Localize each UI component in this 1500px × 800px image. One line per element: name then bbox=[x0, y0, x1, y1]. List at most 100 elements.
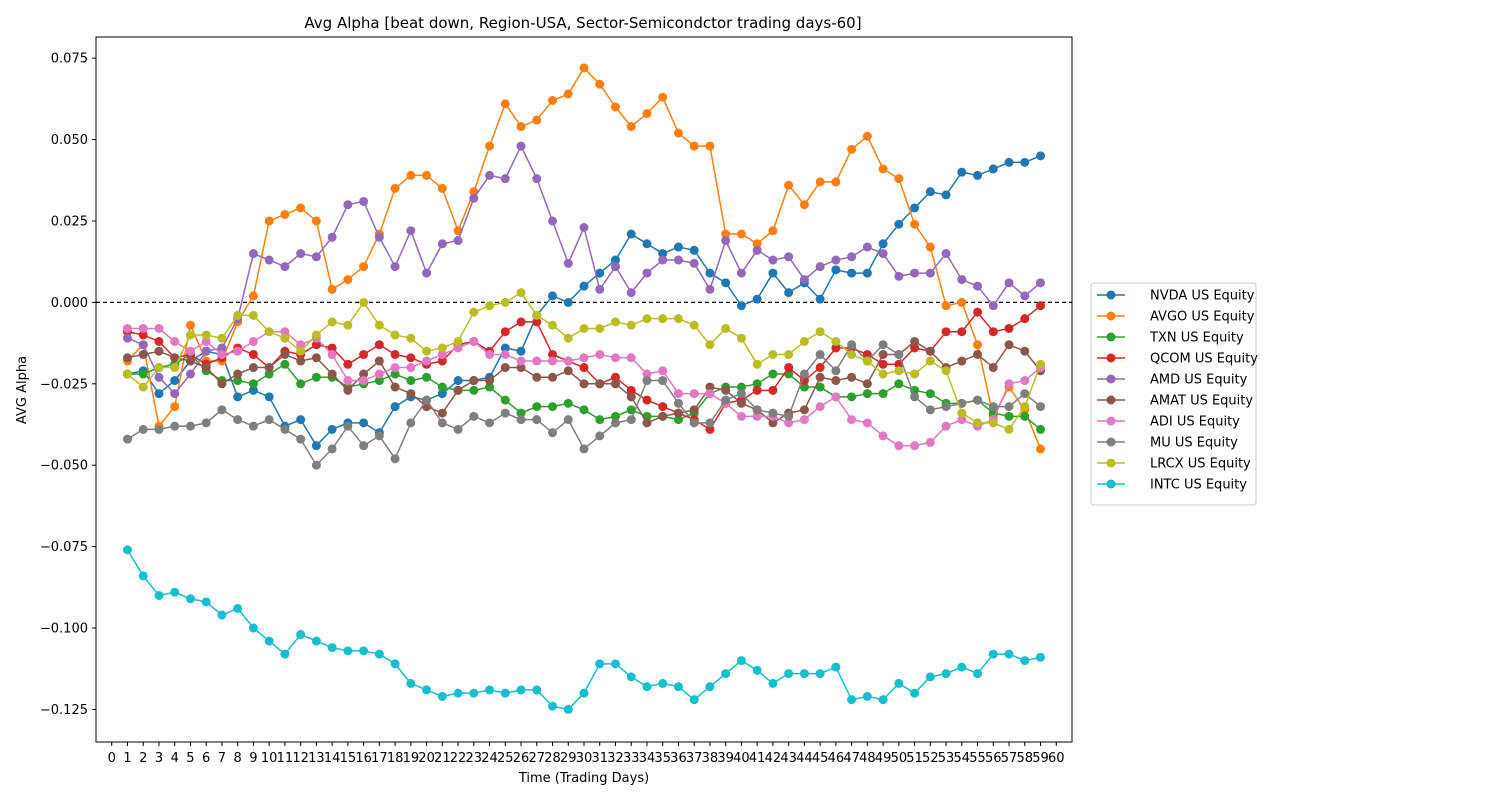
data-point-lrcx bbox=[610, 317, 620, 327]
x-tick-label: 59 bbox=[1032, 751, 1049, 766]
data-point-adi bbox=[500, 349, 510, 359]
data-point-intc bbox=[233, 603, 243, 613]
data-point-lrcx bbox=[642, 314, 652, 324]
chart-title: Avg Alpha [beat down, Region-USA, Sector… bbox=[304, 14, 861, 32]
data-point-avgo bbox=[642, 109, 652, 119]
data-point-mu bbox=[437, 418, 447, 428]
data-point-mu bbox=[799, 369, 809, 379]
data-point-amat bbox=[705, 382, 715, 392]
legend-marker-swatch bbox=[1106, 311, 1116, 321]
legend-item-avgo: AVGO US Equity bbox=[1097, 310, 1255, 325]
data-point-avgo bbox=[406, 170, 416, 180]
x-tick-label: 56 bbox=[985, 751, 1002, 766]
data-point-adi bbox=[878, 431, 888, 441]
data-point-intc bbox=[1036, 652, 1046, 662]
x-tick-label: 28 bbox=[544, 751, 561, 766]
data-point-nvda bbox=[311, 441, 321, 451]
data-point-adi bbox=[595, 349, 605, 359]
data-point-mu bbox=[815, 349, 825, 359]
x-tick-label: 10 bbox=[261, 751, 278, 766]
legend-marker-swatch bbox=[1106, 479, 1116, 489]
data-point-txn bbox=[548, 402, 558, 412]
data-point-txn bbox=[374, 376, 384, 386]
data-point-intc bbox=[170, 587, 180, 597]
data-point-amd bbox=[862, 242, 872, 252]
data-point-lrcx bbox=[752, 359, 762, 369]
data-point-lrcx bbox=[563, 333, 573, 343]
data-point-amat bbox=[374, 356, 384, 366]
data-point-qcom bbox=[768, 385, 778, 395]
y-tick-label: −0.100 bbox=[40, 622, 88, 637]
data-point-mu bbox=[327, 444, 337, 454]
data-point-amd bbox=[122, 333, 132, 343]
data-point-intc bbox=[752, 665, 762, 675]
data-point-amd bbox=[154, 372, 164, 382]
data-point-mu bbox=[563, 415, 573, 425]
data-point-intc bbox=[453, 688, 463, 698]
data-point-mu bbox=[500, 408, 510, 418]
data-point-qcom bbox=[548, 349, 558, 359]
data-point-nvda bbox=[988, 164, 998, 174]
data-point-avgo bbox=[185, 320, 195, 330]
x-tick-label: 11 bbox=[277, 751, 294, 766]
data-point-txn bbox=[469, 385, 479, 395]
data-point-amat bbox=[390, 382, 400, 392]
data-point-mu bbox=[359, 441, 369, 451]
data-point-intc bbox=[941, 669, 951, 679]
x-tick-label: 15 bbox=[340, 751, 357, 766]
data-point-mu bbox=[1036, 402, 1046, 412]
data-point-mu bbox=[1020, 389, 1030, 399]
data-point-avgo bbox=[941, 301, 951, 311]
data-point-amd bbox=[264, 255, 274, 265]
legend-item-qcom: QCOM US Equity bbox=[1097, 352, 1258, 367]
data-point-amd bbox=[784, 252, 794, 262]
data-point-amd bbox=[673, 255, 683, 265]
data-point-nvda bbox=[878, 239, 888, 249]
plot-area-frame bbox=[95, 36, 1073, 743]
x-tick-label: 3 bbox=[155, 751, 163, 766]
data-point-adi bbox=[343, 376, 353, 386]
data-point-amd bbox=[170, 389, 180, 399]
data-point-intc bbox=[201, 597, 211, 607]
data-point-amd bbox=[1020, 291, 1030, 301]
data-point-qcom bbox=[390, 349, 400, 359]
data-point-nvda bbox=[862, 268, 872, 278]
data-point-amd bbox=[311, 252, 321, 262]
data-point-txn bbox=[1036, 424, 1046, 434]
data-point-avgo bbox=[343, 275, 353, 285]
data-point-intc bbox=[705, 682, 715, 692]
data-point-avgo bbox=[721, 229, 731, 239]
data-point-txn bbox=[673, 415, 683, 425]
data-point-adi bbox=[390, 363, 400, 373]
x-tick-label: 58 bbox=[1017, 751, 1034, 766]
data-point-intc bbox=[799, 669, 809, 679]
x-tick-label: 42 bbox=[765, 751, 782, 766]
data-point-amd bbox=[485, 170, 495, 180]
data-point-amd bbox=[705, 284, 715, 294]
data-point-amd bbox=[941, 249, 951, 259]
data-point-avgo bbox=[359, 262, 369, 272]
x-tick-label: 37 bbox=[686, 751, 703, 766]
data-point-lrcx bbox=[784, 349, 794, 359]
data-point-qcom bbox=[878, 359, 888, 369]
data-point-txn bbox=[1020, 411, 1030, 421]
data-point-avgo bbox=[957, 297, 967, 307]
data-point-lrcx bbox=[689, 320, 699, 330]
data-point-amd bbox=[1036, 278, 1046, 288]
data-point-txn bbox=[500, 395, 510, 405]
data-point-adi bbox=[689, 389, 699, 399]
data-point-qcom bbox=[610, 372, 620, 382]
data-point-adi bbox=[185, 346, 195, 356]
data-point-intc bbox=[925, 672, 935, 682]
data-point-avgo bbox=[548, 95, 558, 105]
data-point-adi bbox=[673, 389, 683, 399]
data-point-amat bbox=[154, 346, 164, 356]
data-point-avgo bbox=[831, 177, 841, 187]
data-point-nvda bbox=[910, 203, 920, 213]
legend-marker-swatch bbox=[1106, 353, 1116, 363]
data-point-intc bbox=[784, 669, 794, 679]
data-point-mu bbox=[170, 421, 180, 431]
data-point-mu bbox=[705, 418, 715, 428]
data-point-lrcx bbox=[422, 346, 432, 356]
data-point-amd bbox=[910, 268, 920, 278]
